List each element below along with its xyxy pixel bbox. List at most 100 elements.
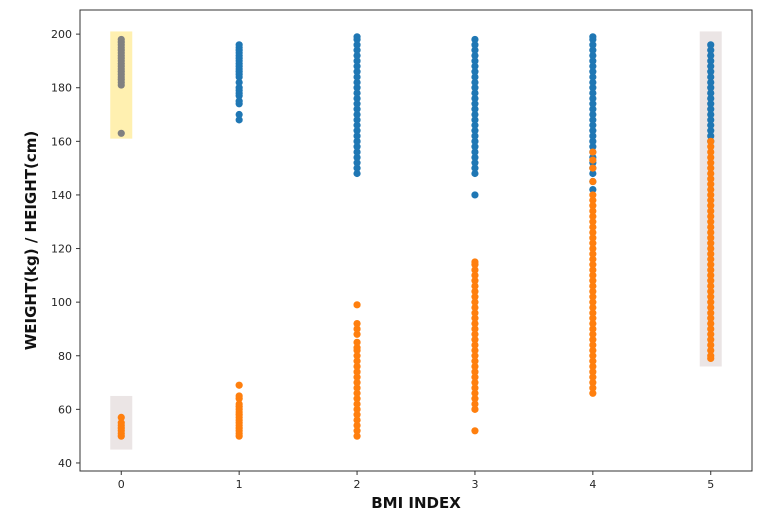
weight-point <box>471 389 479 397</box>
height-point <box>353 164 361 172</box>
weight-point <box>471 400 479 408</box>
weight-point <box>471 405 479 413</box>
height-point <box>353 148 361 156</box>
weight-point <box>707 244 715 253</box>
weight-point <box>589 223 597 231</box>
height-point <box>707 57 715 65</box>
height-point <box>589 33 597 41</box>
height-point <box>471 143 479 151</box>
height-point <box>589 121 597 129</box>
weight-point <box>353 378 361 387</box>
x-tick-label: 0 <box>118 478 125 491</box>
weight-point <box>589 341 597 349</box>
height-point <box>589 132 597 140</box>
weight-point <box>707 196 715 204</box>
height-point <box>471 137 479 145</box>
weight-point <box>707 303 715 312</box>
weight-point <box>589 384 597 392</box>
height-point <box>589 143 597 151</box>
height-point <box>471 191 479 199</box>
weight-point <box>353 405 361 413</box>
weight-point <box>471 395 479 403</box>
weight-point <box>589 357 597 365</box>
y-tick-label: 100 <box>51 296 72 309</box>
y-tick-label: 200 <box>51 28 72 41</box>
weight-point <box>471 298 479 306</box>
weight-point <box>589 319 597 328</box>
weight-point <box>707 346 715 354</box>
height-point <box>471 169 479 178</box>
weight-point <box>707 330 715 338</box>
height-point <box>235 116 243 124</box>
y-axis: 40 60 80 100 120 140 160 180 200 <box>51 28 80 470</box>
height-point <box>589 94 597 103</box>
weight-point <box>589 191 597 199</box>
weight-point <box>707 164 715 172</box>
weight-point <box>707 207 715 215</box>
height-point <box>353 105 361 113</box>
height-point <box>589 185 597 194</box>
weight-point <box>589 303 597 312</box>
height-point <box>235 97 243 105</box>
height-point <box>471 68 479 76</box>
plot-frame <box>79 9 753 472</box>
weight-point <box>471 293 479 301</box>
points-layer <box>117 33 715 440</box>
height-point <box>235 110 243 119</box>
height-point <box>471 132 479 140</box>
weight-point <box>707 255 715 263</box>
height-point <box>707 105 715 113</box>
weight-point <box>471 277 479 285</box>
weight-point <box>707 336 715 344</box>
weight-point <box>707 202 715 210</box>
weight-point <box>589 346 597 354</box>
height-point <box>235 84 243 92</box>
weight-point <box>117 413 125 421</box>
weight-point <box>353 338 361 346</box>
weight-point <box>589 352 597 360</box>
height-point <box>471 148 479 156</box>
y-tick-label: 120 <box>51 243 72 256</box>
height-point <box>353 121 361 129</box>
height-point <box>353 137 361 145</box>
height-point <box>707 68 715 76</box>
weight-point <box>589 282 597 290</box>
height-point <box>589 169 597 178</box>
height-point <box>589 57 597 65</box>
height-point <box>353 73 361 81</box>
weight-point <box>707 223 715 231</box>
weight-point <box>471 373 479 381</box>
height-point <box>707 78 715 86</box>
height-point <box>707 89 715 97</box>
height-point <box>471 84 479 92</box>
weight-point <box>589 277 597 285</box>
weight-point <box>353 411 361 419</box>
weight-point <box>235 392 243 400</box>
weight-point <box>353 395 361 403</box>
weight-point <box>707 282 715 290</box>
weight-point <box>589 239 597 247</box>
weight-point <box>589 196 597 204</box>
weight-point <box>471 368 479 376</box>
weight-point <box>707 185 715 194</box>
weight-point <box>589 378 597 387</box>
weight-point <box>707 175 715 183</box>
weight-point <box>589 244 597 253</box>
height-point <box>353 143 361 151</box>
weight-point <box>707 261 715 269</box>
x-tick-label: 3 <box>471 478 478 491</box>
height-point <box>117 129 125 137</box>
weight-point <box>353 352 361 360</box>
weight-point <box>589 325 597 333</box>
x-axis: 0 1 2 3 4 5 <box>118 471 714 491</box>
height-point <box>353 68 361 76</box>
height-point <box>471 116 479 124</box>
height-point <box>471 127 479 135</box>
height-point <box>471 121 479 129</box>
x-tick-label: 1 <box>236 478 243 491</box>
height-point <box>353 62 361 70</box>
weight-point <box>589 330 597 338</box>
weight-point <box>707 341 715 349</box>
weight-point <box>707 239 715 247</box>
weight-point <box>589 368 597 376</box>
